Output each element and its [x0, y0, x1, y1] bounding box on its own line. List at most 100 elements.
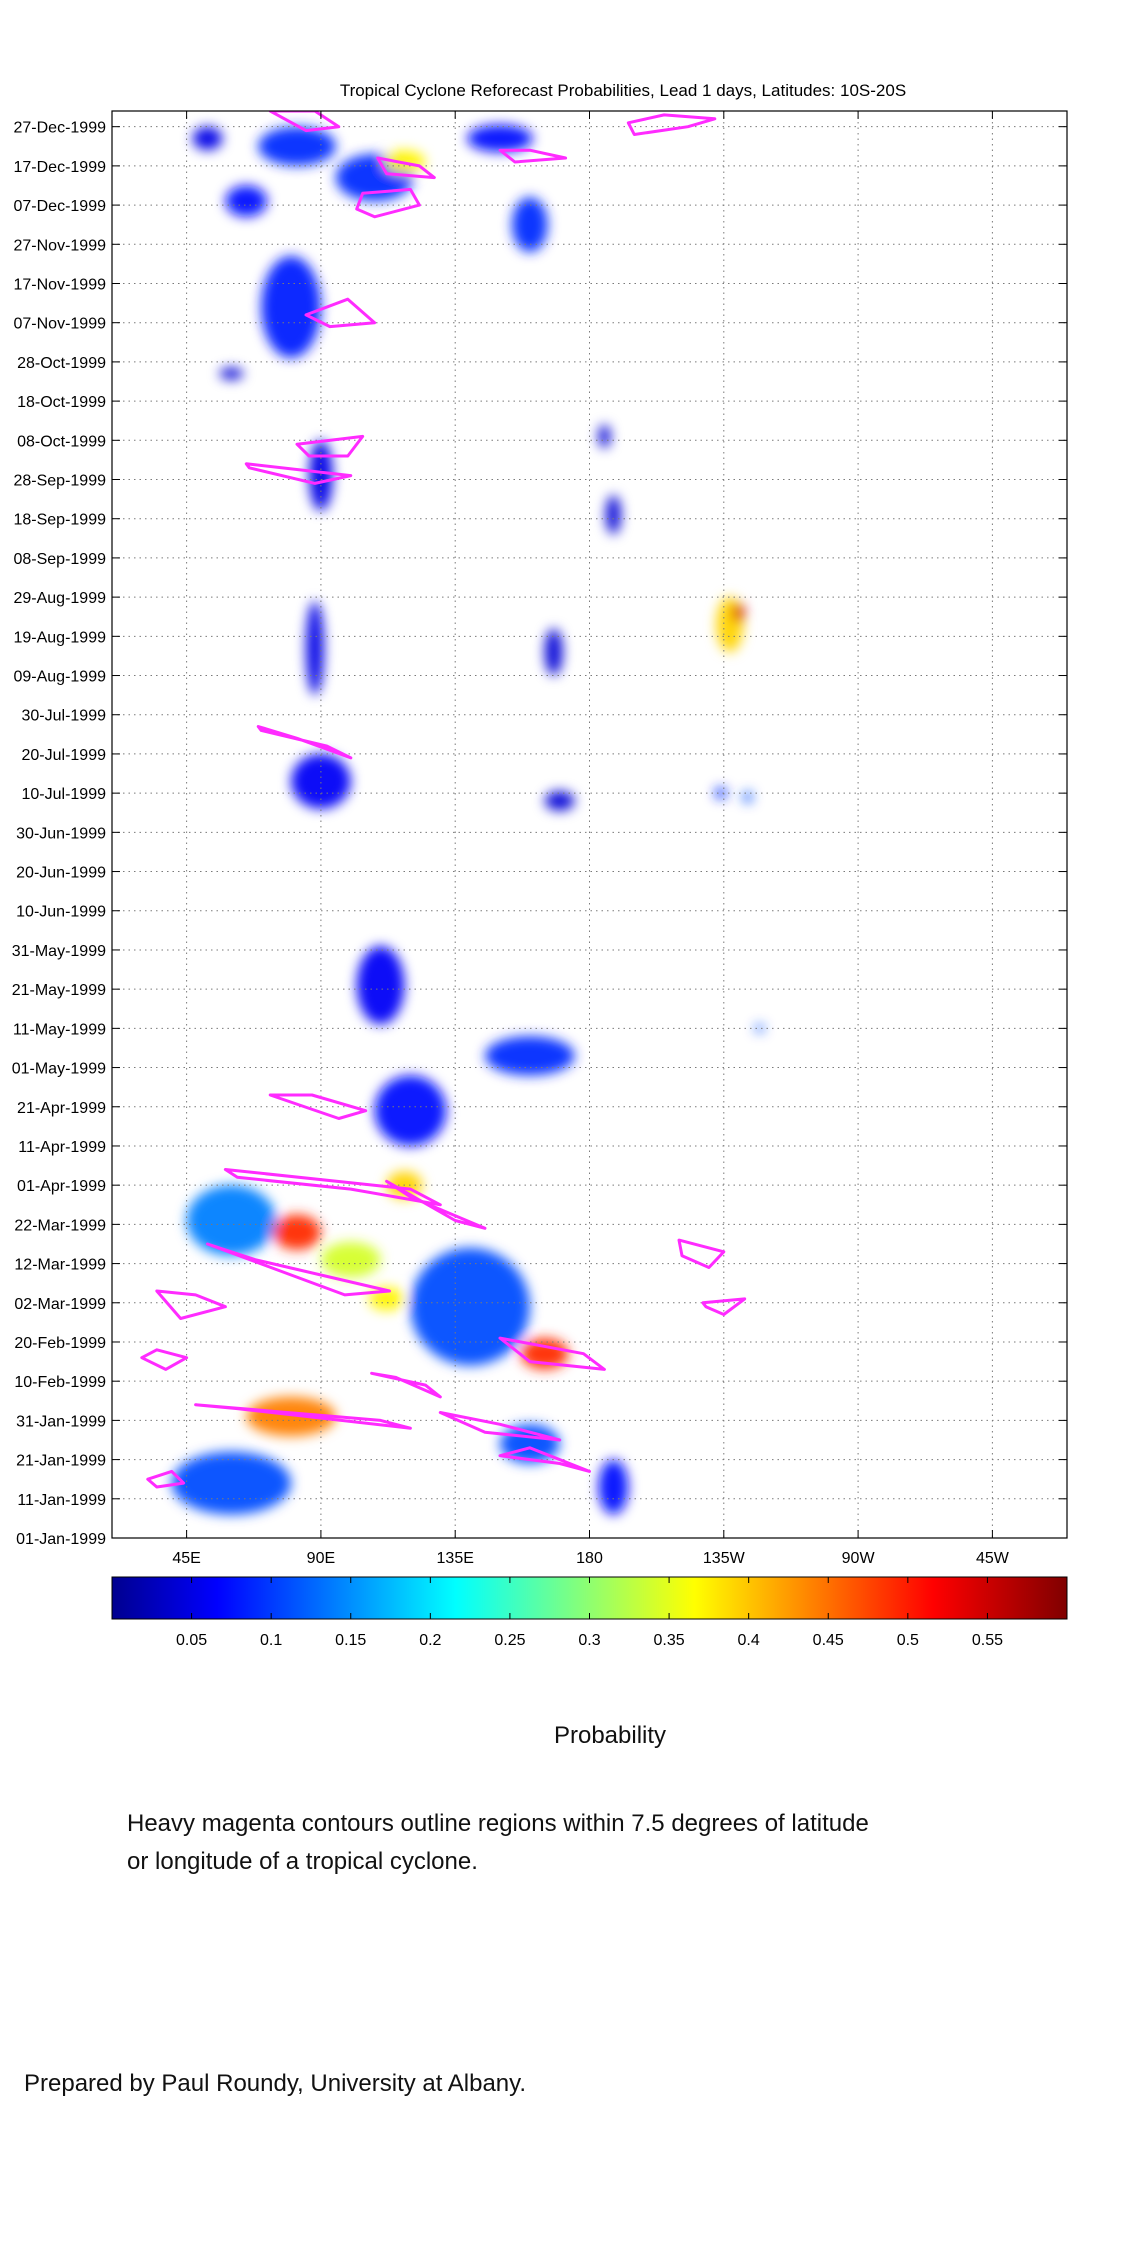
y-tick-label: 07-Nov-1999	[14, 316, 107, 333]
cyclone-contour	[223, 1168, 442, 1207]
colorbar-tick-label: 0.55	[972, 1632, 1003, 1649]
probability-blob	[714, 787, 727, 800]
colorbar-tick-label: 0.35	[654, 1632, 685, 1649]
x-tick-label: 90W	[842, 1550, 876, 1567]
x-tick-label: 180	[576, 1550, 603, 1567]
colorbar-tick-label: 0.1	[260, 1632, 282, 1649]
y-tick-label: 30-Jul-1999	[22, 708, 107, 725]
y-tick-label: 11-Jan-1999	[17, 1492, 106, 1509]
probability-blobs	[171, 124, 765, 1515]
probability-blob	[743, 791, 753, 803]
probability-blob	[356, 946, 405, 1025]
y-tick-label: 12-Mar-1999	[14, 1257, 106, 1274]
probability-blob	[605, 495, 621, 535]
probability-blob	[258, 126, 336, 166]
probability-blob	[511, 197, 548, 253]
cyclone-contour	[438, 1411, 562, 1442]
cyclone-contour	[701, 1297, 747, 1316]
cyclone-contour	[256, 725, 353, 760]
y-tick-label: 17-Nov-1999	[14, 276, 107, 293]
colorbar-tick-label: 0.15	[335, 1632, 366, 1649]
probability-blob	[246, 1396, 336, 1437]
probability-blob	[192, 126, 223, 151]
y-tick-label: 28-Sep-1999	[13, 473, 106, 490]
colorbar-gradient	[111, 1576, 1068, 1620]
note-line-1: Heavy magenta contours outline regions w…	[127, 1810, 869, 1837]
probability-blob	[485, 1036, 575, 1076]
plot-background	[112, 111, 1067, 1538]
y-tick-label: 01-Jan-1999	[16, 1531, 106, 1548]
probability-blob	[320, 1242, 381, 1278]
y-tick-label: 02-Mar-1999	[14, 1296, 106, 1313]
chart-title: Tropical Cyclone Reforecast Probabilitie…	[340, 81, 906, 100]
cyclone-contour	[304, 297, 377, 329]
y-tick-label: 31-May-1999	[12, 943, 106, 960]
y-tick-label: 08-Oct-1999	[17, 433, 106, 450]
x-tick-label: 90E	[307, 1550, 335, 1567]
probability-blob	[598, 424, 611, 449]
cyclone-contour	[194, 1403, 412, 1430]
x-tick-label: 45W	[976, 1550, 1010, 1567]
y-tick-label: 19-Aug-1999	[13, 629, 106, 646]
cyclone-contour	[295, 434, 365, 458]
y-tick-label: 10-Feb-1999	[14, 1374, 106, 1391]
colorbar-ticks: 0.05 0.1 0.15 0.2 0.25 0.3 0.35 0.4 0.45 0.5 0.55	[176, 1577, 1003, 1649]
cyclone-contour	[268, 111, 341, 133]
probability-field	[171, 124, 765, 1515]
cyclone-contour	[268, 1093, 368, 1120]
colorbar: 0.05 0.1 0.15 0.2 0.25 0.3 0.35 0.4 0.45 0.5 0.55	[111, 1576, 1068, 1649]
cyclone-contour	[498, 1446, 591, 1473]
cyclone-contour	[370, 1371, 442, 1399]
y-tick-label: 09-Aug-1999	[13, 669, 106, 686]
probability-blob	[291, 753, 351, 809]
cyclone-contour	[140, 1348, 189, 1371]
note-line-2: or longitude of a tropical cyclone.	[127, 1848, 478, 1875]
cyclone-contour	[677, 1238, 726, 1269]
probability-blob	[598, 1459, 629, 1515]
probability-blob	[261, 256, 321, 358]
probability-blob	[219, 367, 244, 380]
y-tick-label: 20-Jun-1999	[16, 865, 106, 882]
y-tick-label: 21-Apr-1999	[17, 1100, 106, 1117]
x-tick-label: 135W	[703, 1550, 746, 1567]
y-tick-label: 01-May-1999	[12, 1061, 106, 1078]
colorbar-tick-label: 0.3	[578, 1632, 600, 1649]
y-tick-label: 17-Dec-1999	[14, 159, 107, 176]
y-tick-label: 10-Jul-1999	[22, 786, 107, 803]
probability-blob	[273, 1214, 321, 1250]
y-tick-label: 11-May-1999	[13, 1021, 106, 1038]
probability-blob	[410, 1247, 530, 1366]
y-tick-label: 29-Aug-1999	[13, 590, 106, 607]
probability-blob	[755, 1024, 765, 1033]
cyclone-contour	[155, 1289, 227, 1320]
colorbar-tick-label: 0.5	[897, 1632, 919, 1649]
y-tick-label: 22-Mar-1999	[14, 1217, 106, 1234]
probability-blob	[732, 603, 745, 623]
cyclone-contour	[244, 462, 353, 485]
cyclone-contour	[146, 1469, 186, 1489]
y-tick-label: 08-Sep-1999	[13, 551, 106, 568]
y-tick-label: 21-May-1999	[12, 982, 106, 999]
gridlines	[112, 111, 1067, 1539]
cyclone-contour	[355, 187, 421, 219]
y-tick-label: 20-Feb-1999	[14, 1335, 106, 1352]
y-tick-label: 18-Sep-1999	[13, 512, 106, 529]
cyclone-contour	[206, 1242, 391, 1297]
probability-blob	[308, 440, 333, 511]
probability-blob	[225, 185, 268, 217]
y-tick-label: 27-Dec-1999	[14, 120, 107, 137]
y-tick-label: 21-Jan-1999	[16, 1453, 106, 1470]
cyclone-contour	[626, 113, 717, 136]
y-tick-label: 18-Oct-1999	[17, 394, 106, 411]
y-tick-label: 07-Dec-1999	[14, 198, 107, 215]
cyclone-contour	[498, 148, 568, 164]
probability-blob	[171, 1451, 292, 1515]
y-tick-label: 27-Nov-1999	[14, 237, 107, 254]
y-tick-label: 20-Jul-1999	[22, 747, 107, 764]
cyclone-contour	[498, 1336, 606, 1371]
y-axis-ticks: 01-Jan-1999 11-Jan-1999 21-Jan-1999 31-Jan-…	[12, 120, 1067, 1548]
probability-blob	[544, 791, 575, 811]
probability-blob	[305, 601, 324, 696]
colorbar-tick-label: 0.4	[738, 1632, 760, 1649]
